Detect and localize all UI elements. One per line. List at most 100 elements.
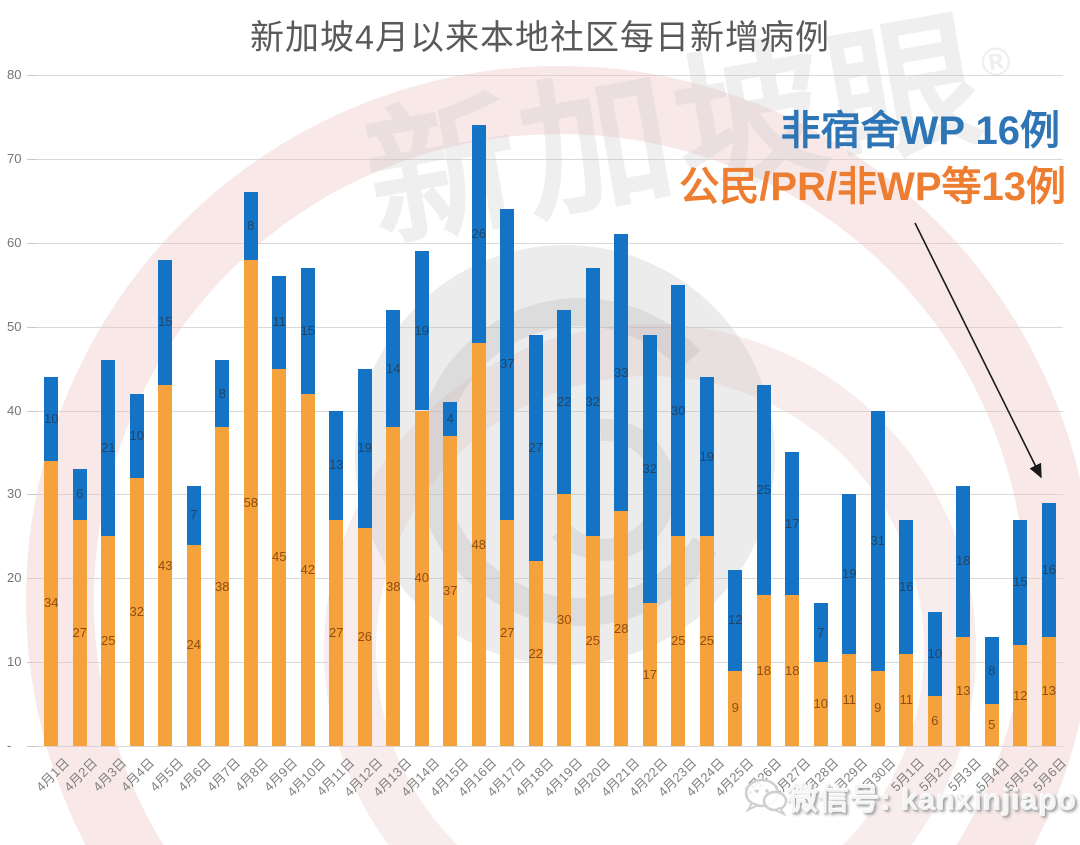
bar-label-wp: 27 bbox=[528, 440, 543, 456]
bar-label-wp: 4 bbox=[446, 410, 454, 426]
bar-segment-citizen bbox=[243, 259, 258, 746]
y-axis-tick bbox=[27, 158, 37, 160]
y-axis-tick bbox=[27, 494, 37, 496]
bar-segment-wp bbox=[357, 368, 372, 528]
bar-label-wp: 21 bbox=[101, 440, 116, 456]
bar-segment-wp bbox=[300, 267, 315, 394]
bar-label-wp: 16 bbox=[1041, 561, 1056, 577]
bar-segment-citizen bbox=[44, 460, 59, 746]
bar-segment-wp bbox=[956, 485, 971, 637]
bar-label-citizen: 24 bbox=[186, 637, 201, 653]
bar-label-citizen: 12 bbox=[1013, 687, 1028, 703]
bar-segment-wp bbox=[129, 393, 144, 478]
y-tick-label: 30 bbox=[7, 486, 22, 502]
bar-label-wp: 10 bbox=[129, 427, 144, 443]
bar-label-wp: 7 bbox=[190, 507, 198, 523]
y-axis-tick bbox=[27, 75, 37, 76]
bar-segment-citizen bbox=[956, 636, 971, 746]
bar-segment-citizen bbox=[72, 519, 87, 746]
wechat-id-label: 微信号: kanxinjiapo bbox=[788, 784, 1078, 817]
bar-label-citizen: 17 bbox=[642, 666, 657, 682]
bar-label-citizen: 27 bbox=[72, 624, 87, 640]
grid-line bbox=[37, 494, 1063, 496]
bar-segment-citizen bbox=[443, 435, 458, 746]
bar-segment-citizen bbox=[1041, 636, 1056, 746]
bar-label-citizen: 6 bbox=[931, 712, 939, 728]
y-tick-label: 40 bbox=[7, 402, 22, 418]
bar-label-citizen: 25 bbox=[101, 633, 116, 649]
bar-segment-citizen bbox=[129, 477, 144, 746]
bar-label-wp: 10 bbox=[927, 645, 942, 661]
bar-segment-wp bbox=[386, 309, 401, 428]
y-axis-tick bbox=[27, 242, 37, 244]
bar-segment-wp bbox=[158, 259, 173, 386]
bar-segment-wp bbox=[899, 519, 914, 654]
bar-label-citizen: 5 bbox=[988, 717, 996, 733]
bar-segment-wp bbox=[101, 360, 116, 537]
y-tick-label: 70 bbox=[7, 150, 22, 166]
bar-segment-citizen bbox=[215, 427, 230, 746]
bar-label-wp: 26 bbox=[471, 226, 486, 242]
chart-title: 新加坡4月以来本地社区每日新增病例 bbox=[250, 19, 830, 57]
bar-segment-citizen bbox=[272, 368, 287, 746]
bar-segment-citizen bbox=[728, 670, 743, 746]
y-tick-label: 60 bbox=[7, 234, 22, 250]
bar-label-wp: 30 bbox=[671, 402, 686, 418]
bar-segment-wp bbox=[671, 284, 686, 537]
bar-label-citizen: 58 bbox=[243, 494, 258, 510]
bar-segment-citizen bbox=[329, 519, 344, 746]
grid-line bbox=[37, 158, 1063, 160]
bar-segment-wp bbox=[72, 469, 87, 520]
bar-segment-citizen bbox=[414, 410, 429, 746]
bar-label-citizen: 18 bbox=[756, 662, 771, 678]
bar-label-citizen: 38 bbox=[215, 578, 230, 594]
bar-segment-wp bbox=[500, 209, 515, 520]
bar-label-citizen: 45 bbox=[272, 549, 287, 565]
y-axis-tick bbox=[27, 410, 37, 412]
bar-segment-wp bbox=[614, 234, 629, 512]
bar-label-wp: 33 bbox=[614, 364, 629, 380]
bar-label-citizen: 22 bbox=[528, 645, 543, 661]
bar-segment-wp bbox=[243, 192, 258, 260]
bar-label-citizen: 27 bbox=[500, 624, 515, 640]
wechat-watermark: 微信号: kanxinjiapo bbox=[742, 775, 1077, 819]
bar-segment-citizen bbox=[471, 343, 486, 746]
bar-segment-wp bbox=[1041, 502, 1056, 637]
bar-label-wp: 15 bbox=[300, 322, 315, 338]
bar-label-wp: 19 bbox=[699, 448, 714, 464]
annotation-wp-count: 非宿舍WP 16例 bbox=[780, 109, 1060, 153]
bar-segment-citizen bbox=[699, 536, 714, 746]
bar-label-wp: 14 bbox=[386, 360, 401, 376]
bar-label-citizen: 18 bbox=[785, 662, 800, 678]
y-axis-tick bbox=[27, 578, 37, 580]
bar-segment-wp bbox=[870, 410, 885, 671]
bar-label-wp: 22 bbox=[557, 394, 572, 410]
bar-segment-citizen bbox=[585, 536, 600, 746]
bar-segment-wp bbox=[756, 385, 771, 596]
bar-segment-wp bbox=[984, 636, 999, 705]
bar-segment-citizen bbox=[927, 695, 942, 746]
bar-segment-citizen bbox=[186, 544, 201, 746]
bar-segment-wp bbox=[1013, 519, 1028, 646]
bar-label-citizen: 38 bbox=[386, 578, 401, 594]
bar-label-wp: 19 bbox=[357, 440, 372, 456]
y-tick-label: 20 bbox=[7, 570, 22, 586]
bar-label-wp: 32 bbox=[642, 461, 657, 477]
bar-label-citizen: 13 bbox=[956, 683, 971, 699]
bar-label-wp: 31 bbox=[870, 532, 885, 548]
grid-line bbox=[37, 578, 1063, 580]
bar-label-citizen: 28 bbox=[614, 620, 629, 636]
bar-segment-wp bbox=[186, 485, 201, 545]
y-tick-label: 80 bbox=[7, 67, 22, 82]
bar-label-citizen: 9 bbox=[874, 700, 882, 716]
bar-segment-wp bbox=[927, 611, 942, 696]
bar-label-citizen: 32 bbox=[129, 603, 144, 619]
bar-label-wp: 15 bbox=[1013, 574, 1028, 590]
bar-label-wp: 12 bbox=[728, 612, 743, 628]
grid-line bbox=[37, 410, 1063, 412]
bar-segment-citizen bbox=[671, 536, 686, 746]
bar-label-wp: 13 bbox=[329, 457, 344, 473]
y-tick-label: 10 bbox=[7, 654, 22, 670]
bar-label-citizen: 30 bbox=[557, 612, 572, 628]
y-axis-tick bbox=[27, 326, 37, 328]
